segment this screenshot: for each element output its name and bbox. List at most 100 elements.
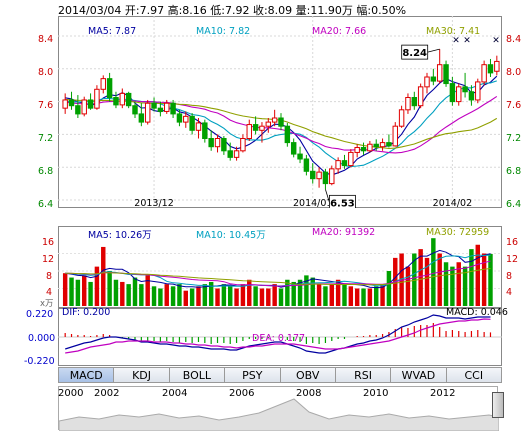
- price-ytick-left-1: 8.0: [38, 67, 54, 78]
- candle-body: [386, 142, 392, 147]
- timeline-history-area: [59, 398, 499, 431]
- volume-bar: [437, 253, 442, 306]
- quote-header: 2014/03/04 开:7.97 高:8.16 低:7.92 收:8.09 量…: [58, 4, 407, 17]
- tab-macd[interactable]: MACD: [58, 367, 115, 383]
- candle-body: [252, 124, 259, 131]
- candle-body: [316, 171, 322, 180]
- volume-bar: [443, 262, 449, 306]
- candle-body: [75, 105, 81, 115]
- candle-body: [487, 64, 494, 74]
- candle-body: [411, 97, 418, 107]
- price-ma30-legend: MA30: 7.41: [426, 26, 481, 37]
- candle-body: [265, 121, 272, 127]
- price-ytick-right-0: 8.4: [506, 34, 522, 45]
- candle-body: [221, 138, 227, 152]
- volume-bar: [126, 284, 131, 306]
- candle-body: [284, 125, 291, 144]
- candle-body: [164, 102, 170, 112]
- volume-bar: [132, 277, 138, 306]
- volume-bar: [158, 288, 163, 306]
- volume-bar: [278, 288, 284, 306]
- price-ytick-right-3: 7.2: [506, 133, 522, 144]
- volume-bar: [462, 266, 468, 306]
- candle-body: [189, 115, 195, 131]
- candle-body: [417, 86, 424, 107]
- candle-body: [367, 143, 373, 152]
- price-xtick-label: 2014/01: [293, 198, 332, 208]
- tab-rsi[interactable]: RSI: [335, 367, 392, 383]
- volume-bar: [259, 288, 265, 306]
- candle-body: [259, 125, 265, 131]
- tab-cci[interactable]: CCI: [446, 367, 502, 383]
- price-ma5-legend: MA5: 7.87: [88, 26, 137, 37]
- volume-bar: [354, 288, 360, 306]
- volume-bar: [304, 275, 309, 306]
- timeline-year-2012: 2012: [430, 388, 456, 399]
- macd-value-legend: MACD: 0.046: [446, 307, 508, 318]
- vol-ytick-right-1: 12: [506, 254, 519, 265]
- candle-body: [138, 113, 145, 123]
- candle-body: [379, 142, 386, 148]
- candle-body: [119, 92, 126, 106]
- price-xtick-label: 2014/02: [433, 198, 472, 208]
- volume-bar: [285, 279, 290, 306]
- vol-ma20-legend: MA20: 91392: [312, 227, 376, 238]
- volume-bar: [424, 257, 430, 306]
- volume-bar: [450, 266, 455, 306]
- volume-bar: [94, 266, 100, 306]
- volume-bar: [215, 288, 220, 306]
- volume-bar: [431, 238, 436, 306]
- candle-body: [303, 158, 310, 172]
- event-marker-icon: ✕: [452, 36, 460, 46]
- tab-wvad[interactable]: WVAD: [391, 367, 447, 383]
- indicator-tabs: MACD KDJ BOLL PSY OBV RSI WVAD CCI: [58, 367, 502, 383]
- tab-kdj[interactable]: KDJ: [114, 367, 170, 383]
- price-low-callout-label: 6.53: [330, 198, 355, 208]
- vol-ytick-left-0: 16: [42, 237, 55, 248]
- candle-body: [132, 105, 138, 115]
- timeline-drag-handle[interactable]: [492, 392, 504, 418]
- candle-body: [436, 64, 443, 82]
- candle-body: [106, 78, 113, 98]
- price-chart: 2013/12 2014/01 2014/028.246.53✕ ✕ ✕: [58, 16, 502, 208]
- tab-psy[interactable]: PSY: [225, 367, 281, 383]
- event-marker-icon: ✕: [463, 36, 471, 46]
- candle-body: [208, 138, 214, 148]
- timeline-navigator[interactable]: [58, 386, 499, 431]
- candle-body: [322, 171, 329, 185]
- candle-body: [151, 102, 157, 109]
- candle-body: [392, 125, 398, 147]
- macd-dif-legend: DIF: 0.200: [62, 307, 111, 318]
- price-ytick-left-4: 6.8: [38, 166, 54, 177]
- candle-body: [494, 60, 500, 72]
- timeline-year-2008: 2008: [296, 388, 322, 399]
- candle-body: [449, 83, 456, 103]
- volume-bar: [323, 286, 328, 306]
- volume-bar: [139, 284, 144, 306]
- volume-bar: [62, 273, 68, 306]
- candle-body: [341, 160, 348, 167]
- volume-bar: [405, 266, 411, 306]
- price-ytick-right-5: 6.4: [506, 199, 522, 210]
- vol-ma10-legend: MA10: 10.45万: [196, 230, 266, 241]
- candle-body: [290, 142, 297, 155]
- volume-bar: [373, 286, 379, 306]
- candle-body: [329, 168, 335, 185]
- volume-bar: [418, 249, 423, 306]
- candle-body: [68, 99, 75, 107]
- candle-body: [481, 64, 487, 83]
- volume-bar: [247, 279, 252, 306]
- candle-body: [398, 109, 405, 127]
- volume-bar: [81, 275, 87, 306]
- candle-body: [157, 107, 164, 112]
- timeline-year-2002: 2002: [94, 388, 120, 399]
- tab-boll[interactable]: BOLL: [169, 367, 226, 383]
- volume-bar: [113, 279, 119, 306]
- price-high-callout-box: [401, 44, 429, 60]
- candle-body: [443, 64, 449, 85]
- volume-bar: [69, 277, 74, 306]
- volume-bar: [170, 286, 176, 306]
- tab-obv[interactable]: OBV: [280, 367, 336, 383]
- candle-body: [456, 86, 462, 103]
- volume-bar: [227, 286, 233, 306]
